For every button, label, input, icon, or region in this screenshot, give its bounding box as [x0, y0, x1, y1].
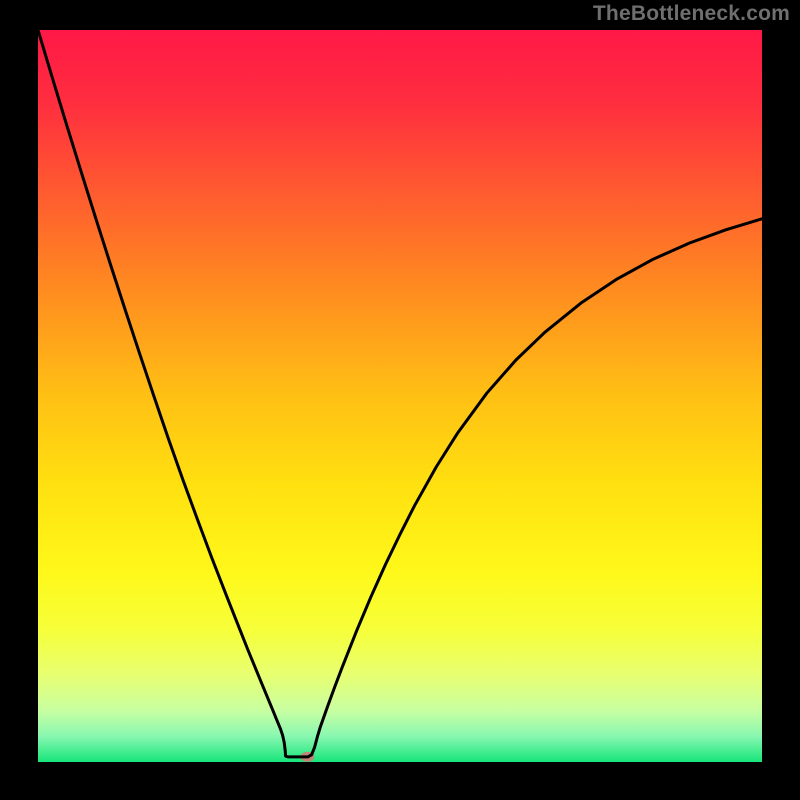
watermark-text: TheBottleneck.com — [593, 2, 790, 26]
gradient-background — [38, 30, 762, 762]
chart-container: TheBottleneck.com — [0, 0, 800, 800]
plot-area — [38, 30, 762, 762]
chart-svg — [38, 30, 762, 762]
